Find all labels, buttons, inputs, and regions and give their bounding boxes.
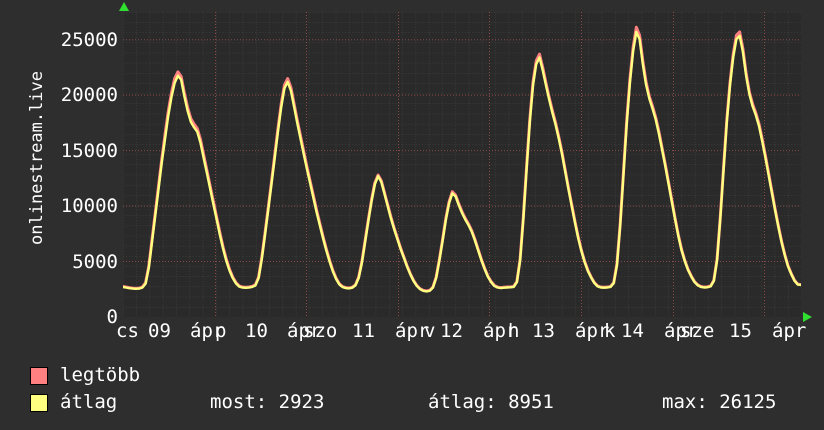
x-tick-label: 09 — [148, 320, 171, 342]
x-axis-tick-labels: cs 09 ápr p 10 ápr szo 11 ápr v 12 ápr h 13 ápr k 14 ápr s… — [0, 320, 824, 348]
x-tick-label: 10 — [245, 320, 268, 342]
legend-label: átlag — [60, 391, 118, 413]
chart-legend: legtöbb átlag — [30, 362, 430, 416]
y-tick-label: 10000 — [60, 195, 118, 218]
stat-average: átlag: 8951 — [428, 391, 554, 413]
chart-canvas — [123, 12, 801, 317]
x-tick-label: ápr — [483, 320, 518, 342]
y-tick-label: 25000 — [60, 28, 118, 51]
series-line — [123, 30, 801, 293]
y-axis-tick-labels: 0 5000 10000 15000 20000 25000 — [20, 0, 118, 330]
x-tick-label: ápr — [664, 320, 699, 342]
x-tick-label: v — [424, 320, 436, 342]
right-arrow-icon — [803, 312, 812, 322]
y-tick-label: 0 — [106, 306, 118, 328]
x-tick-label: szo — [303, 320, 338, 342]
stat-max: max: 26125 — [662, 391, 777, 413]
x-tick-label: 12 — [440, 320, 463, 342]
chart-stats: most: 2923 átlag: 8951 max: 26125 — [0, 391, 824, 419]
x-tick-label: 15 — [729, 320, 752, 342]
up-arrow-icon — [119, 2, 129, 11]
legend-color-swatch — [30, 393, 48, 412]
y-tick-label: 5000 — [72, 250, 118, 273]
legend-label: legtöbb — [60, 364, 141, 386]
legend-color-swatch — [30, 366, 48, 385]
y-tick-label: 20000 — [60, 84, 118, 107]
x-tick-label: 11 — [352, 320, 375, 342]
x-tick-label: 13 — [532, 320, 555, 342]
x-tick-label: ápr — [190, 320, 225, 342]
legend-item[interactable]: legtöbb — [30, 362, 430, 389]
x-tick-label: 14 — [621, 320, 644, 342]
x-tick-label: k — [604, 320, 616, 342]
x-tick-label: cs — [116, 320, 139, 342]
x-tick-label: h — [508, 320, 520, 342]
series-layer — [123, 25, 801, 293]
x-tick-label: ápr — [575, 320, 610, 342]
x-tick-label: ápr — [395, 320, 430, 342]
x-tick-label: ápr — [772, 320, 807, 342]
x-tick-label: p — [215, 320, 227, 342]
y-tick-label: 15000 — [60, 139, 118, 162]
minor-grid — [123, 12, 801, 317]
x-tick-label: ápr — [287, 320, 322, 342]
major-grid — [123, 12, 801, 317]
legend-item[interactable]: átlag — [30, 389, 430, 416]
x-tick-label: sze — [680, 320, 715, 342]
plot-area — [123, 12, 801, 317]
stat-current: most: 2923 — [210, 391, 325, 413]
